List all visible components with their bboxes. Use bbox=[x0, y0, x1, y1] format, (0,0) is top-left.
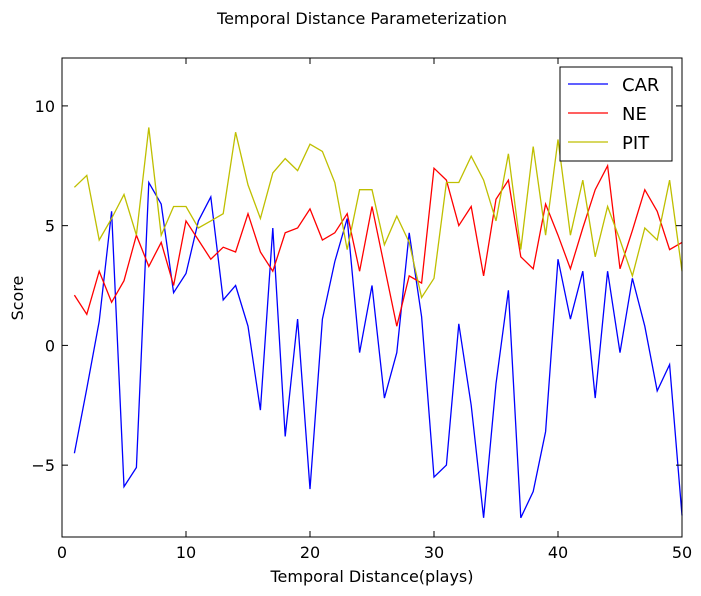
series-line-pit bbox=[73, 127, 683, 300]
legend-box bbox=[559, 66, 673, 162]
axis-ticks: 0 10 20 30 40 50 −5 0 5 10 bbox=[31, 58, 692, 562]
x-tick-label: 30 bbox=[424, 543, 444, 562]
legend-label-pit: PIT bbox=[622, 133, 650, 154]
x-tick-label: 0 bbox=[57, 543, 67, 562]
chart-title: Temporal Distance Parameterization bbox=[216, 9, 507, 28]
series-line-car bbox=[73, 180, 683, 519]
y-tick-label: −5 bbox=[31, 456, 55, 475]
legend-label-ne: NE bbox=[622, 104, 647, 125]
y-tick-label: 0 bbox=[45, 336, 55, 355]
y-tick-label: 10 bbox=[35, 97, 55, 116]
x-tick-label: 20 bbox=[300, 543, 320, 562]
x-tick-label: 50 bbox=[672, 543, 692, 562]
y-tick-label: 5 bbox=[45, 217, 55, 236]
legend: CAR NE PIT bbox=[559, 66, 673, 162]
x-axis-label: Temporal Distance(plays) bbox=[270, 567, 474, 586]
plot-frame bbox=[61, 57, 683, 538]
plot-area bbox=[73, 127, 683, 519]
series-line-ne bbox=[73, 163, 683, 327]
x-tick-label: 10 bbox=[176, 543, 196, 562]
legend-label-car: CAR bbox=[622, 75, 659, 96]
y-axis-label: Score bbox=[8, 276, 27, 321]
x-tick-label: 40 bbox=[548, 543, 568, 562]
